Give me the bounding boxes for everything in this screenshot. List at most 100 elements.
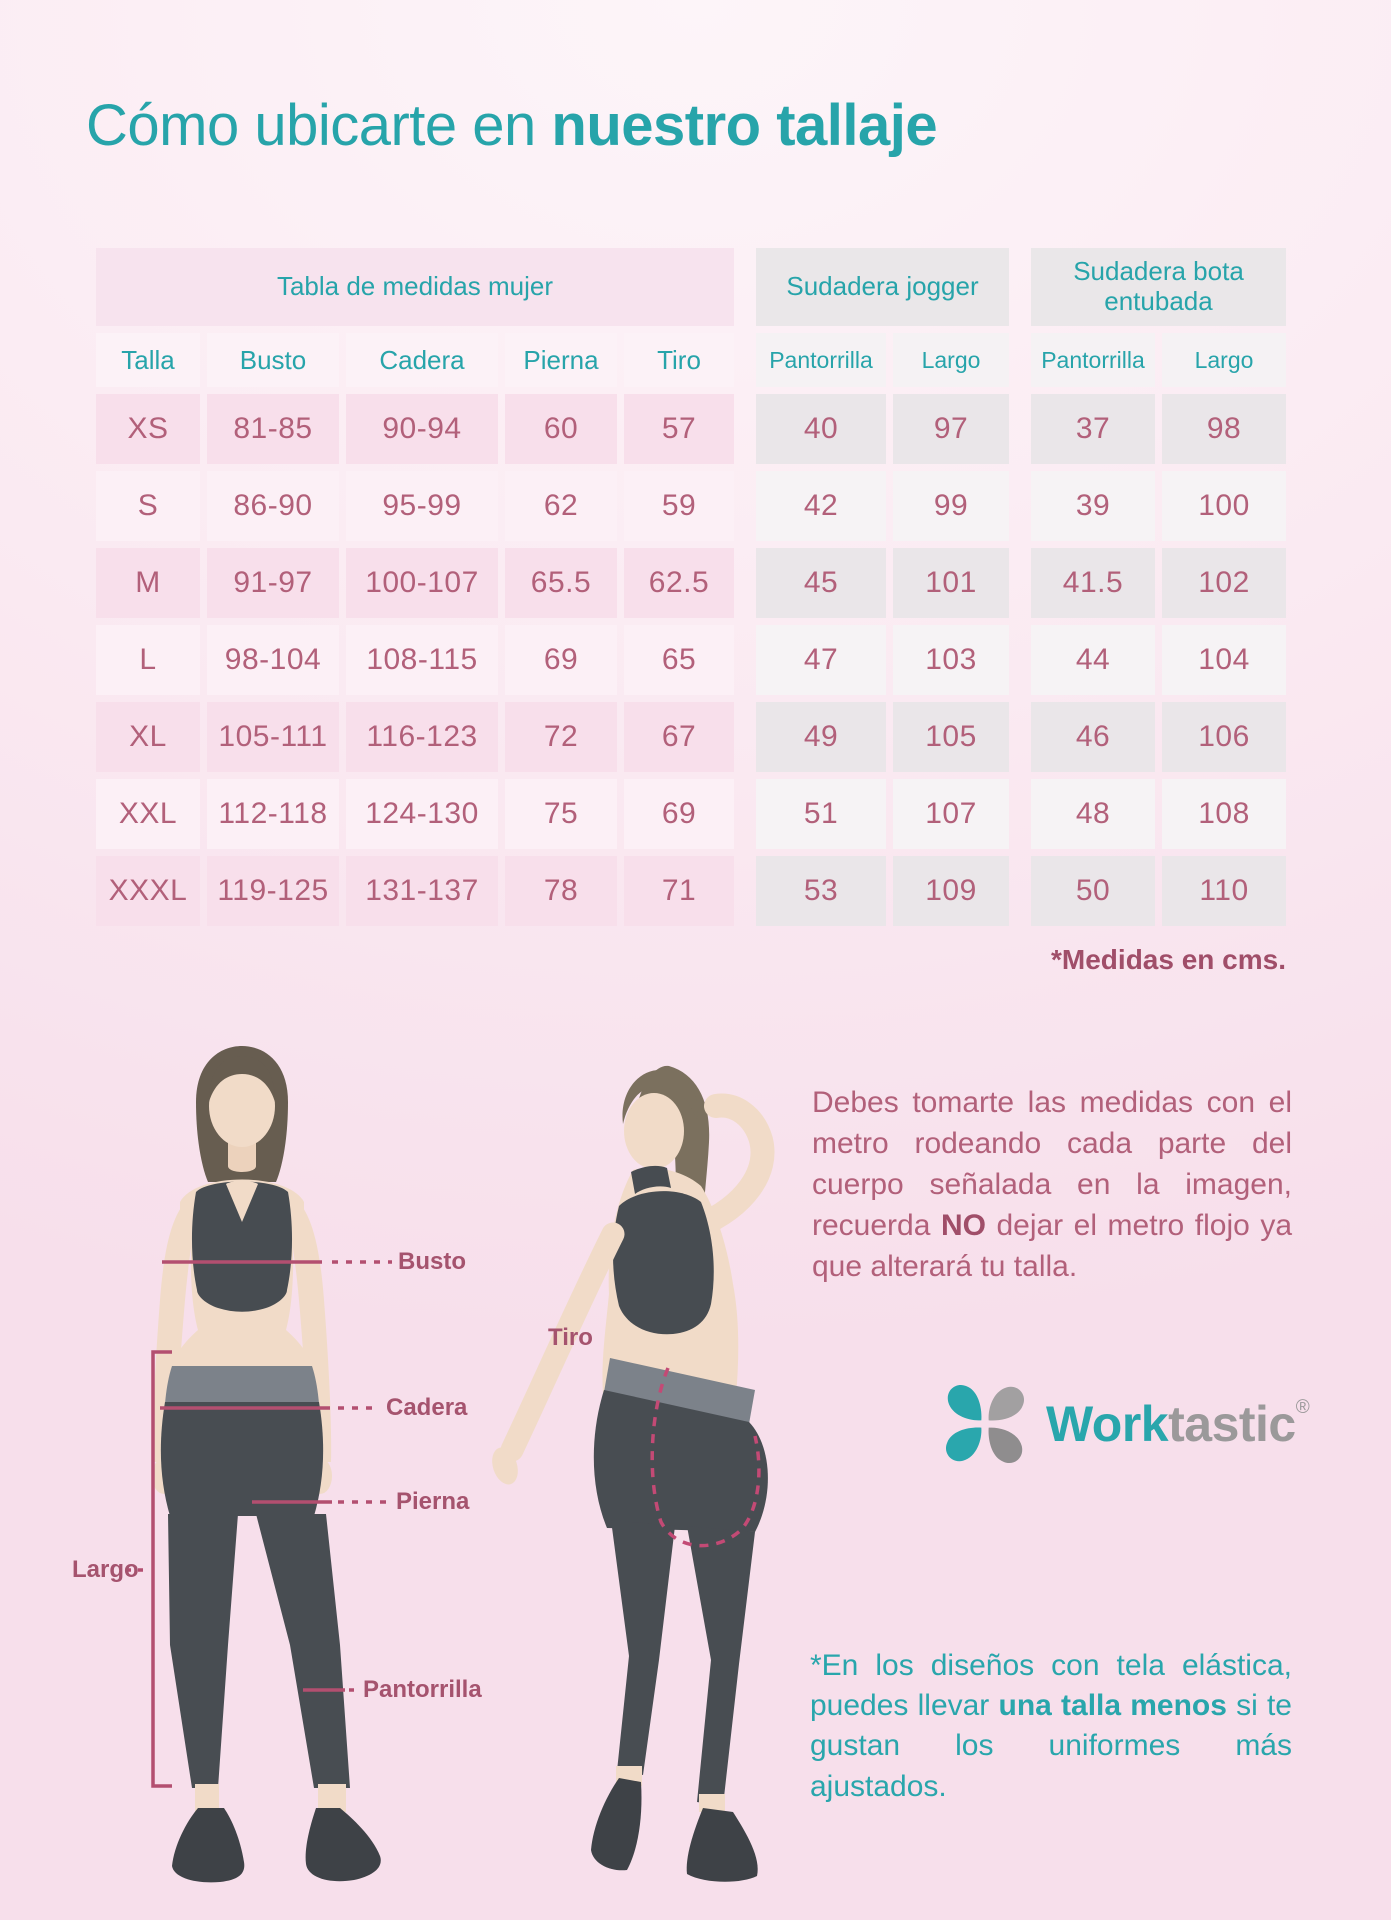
size-cell: XL <box>96 702 200 772</box>
size-cell: XXL <box>96 779 200 849</box>
value-cell: 37 <box>1031 394 1155 464</box>
column-header: Largo <box>893 333 1009 387</box>
figure-side <box>492 1065 775 1882</box>
busto-label: Busto <box>398 1248 466 1275</box>
size-cell: L <box>96 625 200 695</box>
figure-front <box>152 1046 381 1883</box>
size-cell: S <box>96 471 200 541</box>
value-cell: 90-94 <box>346 394 498 464</box>
value-cell: 50 <box>1031 856 1155 926</box>
brand-name-primary: Work <box>1046 1396 1169 1452</box>
side-ankle-back <box>699 1794 725 1812</box>
page-title: Cómo ubicarte en nuestro tallaje <box>86 92 938 159</box>
value-cell: 62 <box>505 471 617 541</box>
value-cell: 57 <box>624 394 734 464</box>
front-hair-front <box>209 1056 275 1102</box>
table-group-header: Sudadera jogger <box>756 248 1009 326</box>
value-cell: 60 <box>505 394 617 464</box>
brand-wordmark: Work tastic ® <box>1046 1395 1310 1453</box>
page-title-bold: nuestro tallaje <box>551 93 938 158</box>
cadera-label: Cadera <box>386 1394 468 1421</box>
side-leg-back <box>687 1526 755 1806</box>
value-cell: 98 <box>1162 394 1286 464</box>
measuring-instructions: Debes tomarte las medidas con el metro r… <box>812 1082 1292 1287</box>
measures-unit-note: *Medidas en cms. <box>1051 944 1286 975</box>
value-cell: 104 <box>1162 625 1286 695</box>
brand-name-secondary: tastic <box>1168 1396 1296 1452</box>
value-cell: 39 <box>1031 471 1155 541</box>
tiro-dashed-path <box>650 1367 761 1548</box>
column-header: Largo <box>1162 333 1286 387</box>
value-cell: 105-111 <box>207 702 339 772</box>
value-cell: 105 <box>893 702 1009 772</box>
value-cell: 86-90 <box>207 471 339 541</box>
largo-label: Largo <box>72 1556 139 1583</box>
value-cell: 109 <box>893 856 1009 926</box>
front-face <box>209 1065 275 1147</box>
value-cell: 101 <box>893 548 1009 618</box>
side-leg-front <box>611 1520 675 1775</box>
value-cell: 49 <box>756 702 886 772</box>
value-cell: 40 <box>756 394 886 464</box>
value-cell: 100 <box>1162 471 1286 541</box>
value-cell: 116-123 <box>346 702 498 772</box>
value-cell: 91-97 <box>207 548 339 618</box>
value-cell: 44 <box>1031 625 1155 695</box>
value-cell: 119-125 <box>207 856 339 926</box>
side-hips <box>593 1390 768 1532</box>
value-cell: 41.5 <box>1031 548 1155 618</box>
front-ankle-right <box>318 1784 346 1812</box>
value-cell: 108-115 <box>346 625 498 695</box>
value-cell: 81-85 <box>207 394 339 464</box>
fit-note-part1: *En los diseños con tela elástica, puede… <box>810 1649 1292 1723</box>
column-header: Tiro <box>624 333 734 387</box>
value-cell: 124-130 <box>346 779 498 849</box>
value-cell: 100-107 <box>346 548 498 618</box>
value-cell: 131-137 <box>346 856 498 926</box>
front-ankle-left <box>195 1784 219 1812</box>
value-cell: 98-104 <box>207 625 339 695</box>
front-leg-left <box>168 1514 238 1788</box>
size-cell: XS <box>96 394 200 464</box>
measurement-lines <box>126 1260 392 1788</box>
side-bra-strap <box>631 1165 671 1194</box>
side-hair-top <box>622 1069 698 1124</box>
value-cell: 71 <box>624 856 734 926</box>
elastic-fabric-note: *En los diseños con tela elástica, puede… <box>810 1646 1292 1807</box>
value-cell: 95-99 <box>346 471 498 541</box>
fit-note-part2: si te gustan los uniformes más ajustados… <box>810 1689 1292 1803</box>
tiro-label: Tiro <box>548 1324 593 1351</box>
instructions-bold: NO <box>940 1209 986 1243</box>
value-cell: 46 <box>1031 702 1155 772</box>
fit-note-bold: una talla menos <box>998 1689 1227 1723</box>
value-cell: 47 <box>756 625 886 695</box>
pantorrilla-label: Pantorrilla <box>363 1676 482 1703</box>
value-cell: 53 <box>756 856 886 926</box>
table-group-header: Sudadera bota entubada <box>1031 248 1286 326</box>
side-sports-bra <box>613 1191 714 1335</box>
value-cell: 99 <box>893 471 1009 541</box>
value-cell: 65.5 <box>505 548 617 618</box>
registered-mark: ® <box>1295 1397 1310 1418</box>
value-cell: 110 <box>1162 856 1286 926</box>
column-header: Pantorrilla <box>1031 333 1155 387</box>
value-cell: 69 <box>505 625 617 695</box>
largo-bracket <box>151 1350 172 1788</box>
body-measurement-diagram <box>126 1046 775 1883</box>
value-cell: 108 <box>1162 779 1286 849</box>
instructions-part2: dejar el metro flojo ya que alterará tu … <box>812 1209 1292 1284</box>
column-header: Pantorrilla <box>756 333 886 387</box>
value-cell: 42 <box>756 471 886 541</box>
value-cell: 65 <box>624 625 734 695</box>
front-hips <box>160 1402 324 1516</box>
value-cell: 107 <box>893 779 1009 849</box>
value-cell: 45 <box>756 548 886 618</box>
value-cell: 75 <box>505 779 617 849</box>
column-header: Pierna <box>505 333 617 387</box>
value-cell: 67 <box>624 702 734 772</box>
size-table: Tabla de medidas mujer Sudadera jogger Sud… <box>96 248 1286 926</box>
front-sports-bra <box>191 1181 293 1312</box>
side-face <box>624 1093 684 1169</box>
value-cell: 48 <box>1031 779 1155 849</box>
